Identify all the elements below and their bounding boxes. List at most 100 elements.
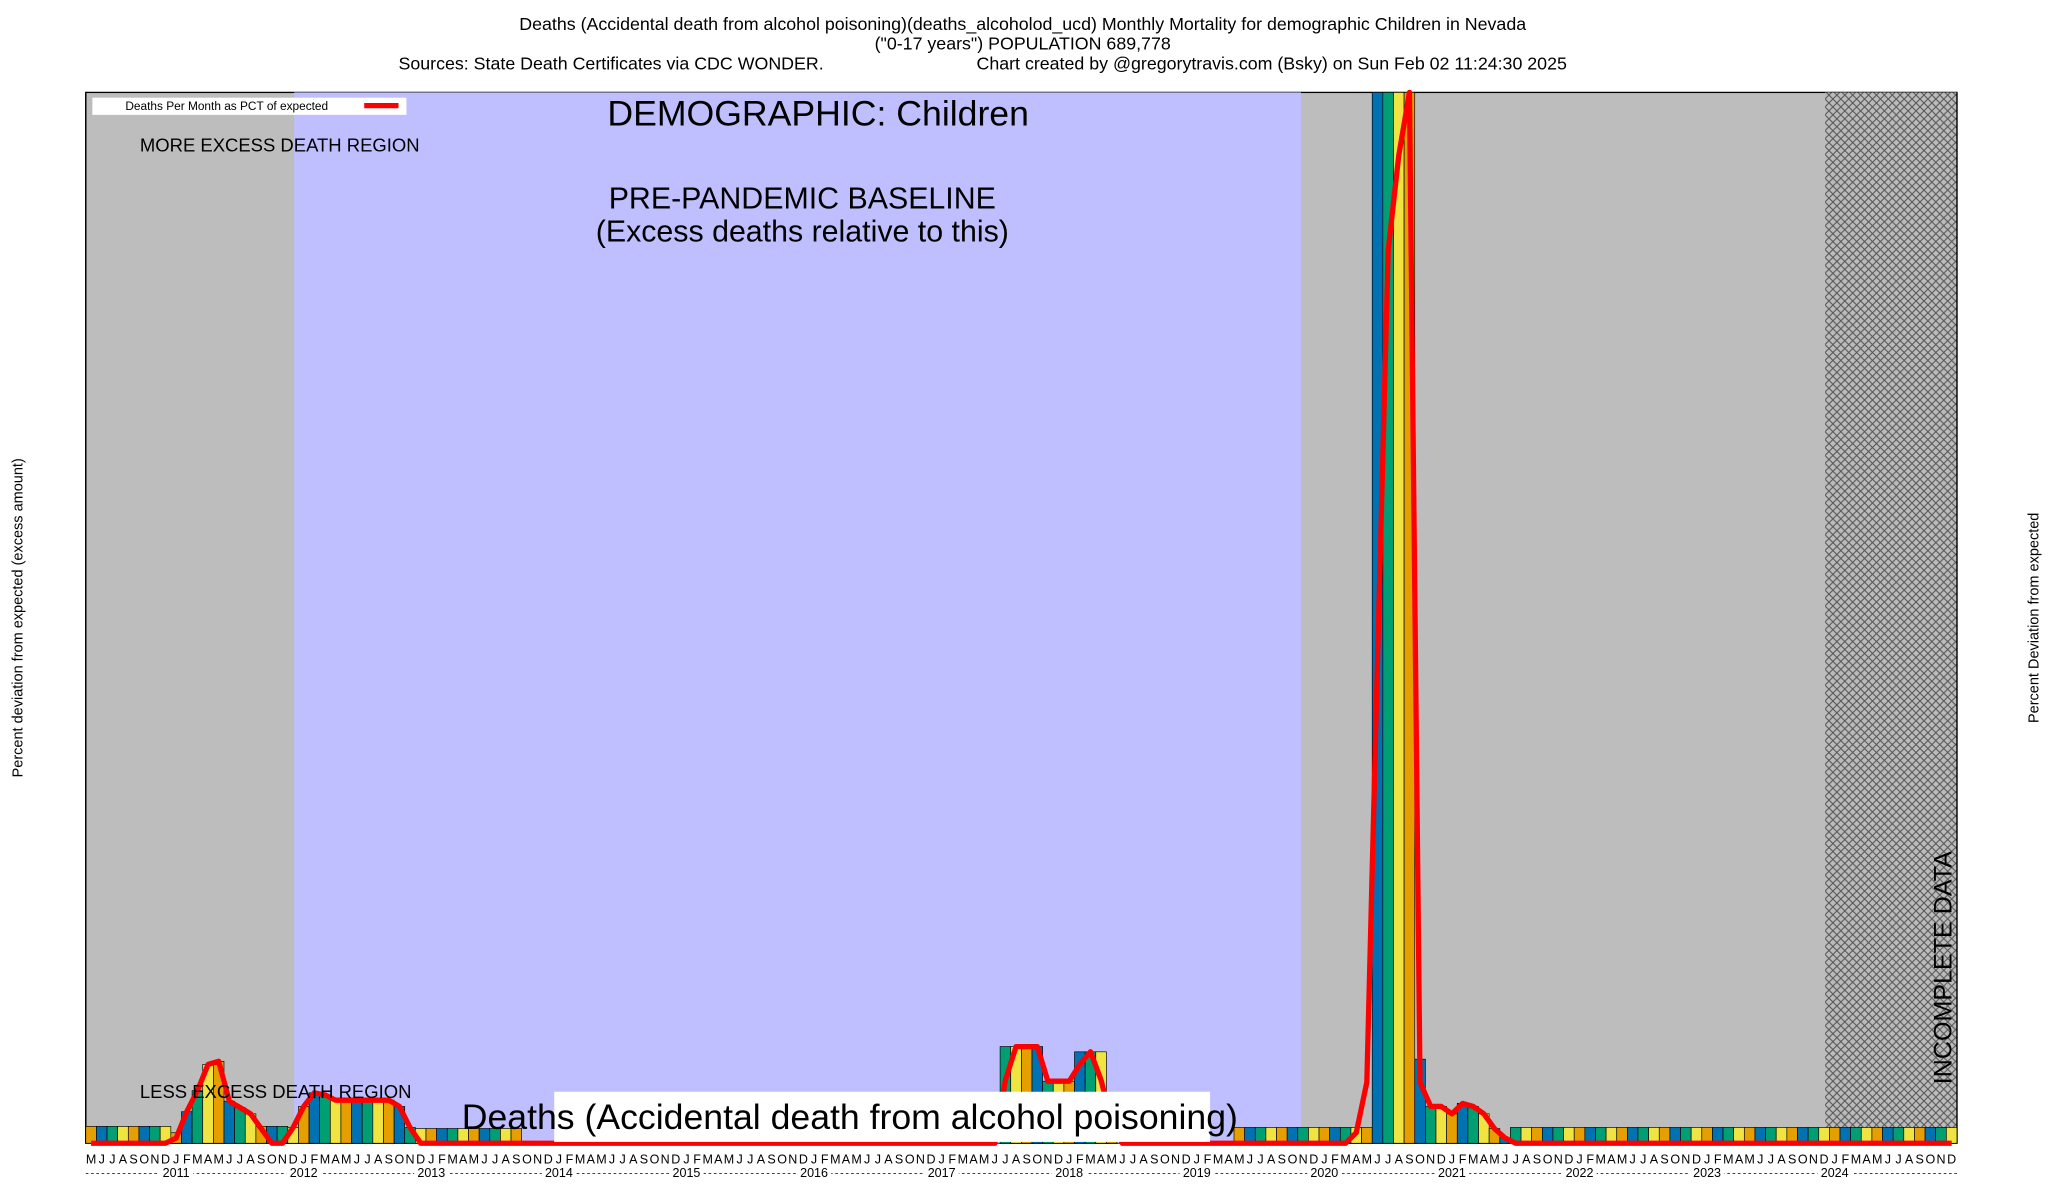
x-tick-label: N bbox=[661, 1153, 670, 1167]
year-label-bg bbox=[1434, 1166, 1470, 1181]
x-tick-label: D bbox=[289, 1153, 298, 1167]
x-tick-label: A bbox=[842, 1153, 851, 1167]
more-region: MORE EXCESS DEATH REGION bbox=[140, 134, 420, 155]
x-tick-label: A bbox=[1650, 1153, 1659, 1167]
x-tick-label: F bbox=[566, 1153, 574, 1167]
x-tick-label: S bbox=[1788, 1153, 1796, 1167]
x-tick-label: J bbox=[428, 1153, 434, 1167]
x-tick-label: M bbox=[1872, 1153, 1882, 1167]
y-axis-label: Percent deviation from expected (excess … bbox=[10, 458, 26, 777]
x-tick-label: M bbox=[1723, 1153, 1733, 1167]
x-tick-label: M bbox=[575, 1153, 585, 1167]
x-tick-label: J bbox=[992, 1153, 998, 1167]
x-tick-label: F bbox=[821, 1153, 829, 1167]
baseline-region bbox=[294, 92, 1301, 1144]
year-label-bg bbox=[1052, 1166, 1087, 1181]
x-tick-label: J bbox=[1194, 1153, 1200, 1167]
bar bbox=[319, 1094, 331, 1144]
x-tick-label: O bbox=[1288, 1153, 1298, 1167]
x-tick-label: S bbox=[1278, 1153, 1286, 1167]
x-tick-label: A bbox=[714, 1153, 723, 1167]
x-tick-label: A bbox=[757, 1153, 766, 1167]
x-tick-label: J bbox=[1768, 1153, 1774, 1167]
x-tick-label: S bbox=[1022, 1153, 1030, 1167]
x-tick-label: J bbox=[1502, 1153, 1508, 1167]
x-tick-label: M bbox=[703, 1153, 713, 1167]
x-tick-label: M bbox=[1362, 1153, 1372, 1167]
x-tick-label: S bbox=[129, 1153, 137, 1167]
year-label-bg bbox=[541, 1166, 577, 1181]
x-tick-label: J bbox=[354, 1153, 360, 1167]
cause-box bbox=[554, 1091, 1211, 1142]
x-tick-label: D bbox=[1692, 1153, 1701, 1167]
year-label-bg bbox=[669, 1166, 704, 1181]
x-tick-label: N bbox=[1681, 1153, 1690, 1167]
year-label: 2021 bbox=[1438, 1166, 1466, 1180]
x-tick-label: S bbox=[385, 1153, 393, 1167]
bar bbox=[234, 1107, 246, 1144]
year-label: 2013 bbox=[417, 1166, 445, 1180]
x-tick-label: M bbox=[596, 1153, 606, 1167]
x-tick-label: J bbox=[1449, 1153, 1455, 1167]
x-tick-label: S bbox=[895, 1153, 903, 1167]
x-tick-label: M bbox=[1489, 1153, 1499, 1167]
x-tick-label: J bbox=[811, 1153, 817, 1167]
x-tick-label: J bbox=[99, 1153, 105, 1167]
x-tick-label: J bbox=[1704, 1153, 1710, 1167]
incomplete-region bbox=[1825, 92, 1957, 1144]
x-tick-label: M bbox=[1085, 1153, 1095, 1167]
x-tick-label: O bbox=[267, 1153, 277, 1167]
bar bbox=[340, 1099, 352, 1144]
y2-axis-label: Percent Deviation from expected bbox=[2027, 513, 2043, 723]
x-tick-label: J bbox=[1066, 1153, 1072, 1167]
baseline-title: PRE-PANDEMIC BASELINE bbox=[609, 183, 996, 216]
less-region: LESS EXCESS DEATH REGION bbox=[140, 1081, 412, 1102]
x-tick-label: M bbox=[1213, 1153, 1223, 1167]
year-label: 2019 bbox=[1183, 1166, 1211, 1180]
x-tick-label: O bbox=[1160, 1153, 1170, 1167]
x-tick-label: M bbox=[469, 1153, 479, 1167]
legend-label: Deaths Per Month as PCT of expected bbox=[125, 99, 328, 113]
x-tick-label: D bbox=[416, 1153, 425, 1167]
x-tick-label: F bbox=[1204, 1153, 1212, 1167]
year-label-bg bbox=[286, 1166, 321, 1181]
x-tick-label: J bbox=[556, 1153, 562, 1167]
x-tick-label: A bbox=[1777, 1153, 1786, 1167]
year-label: 2018 bbox=[1055, 1166, 1083, 1180]
x-tick-label: A bbox=[331, 1153, 340, 1167]
x-tick-label: F bbox=[311, 1153, 319, 1167]
x-tick-label: S bbox=[1405, 1153, 1413, 1167]
x-tick-label: O bbox=[139, 1153, 149, 1167]
year-label-bg bbox=[414, 1166, 449, 1181]
x-tick-label: D bbox=[1054, 1153, 1063, 1167]
x-tick-label: A bbox=[1012, 1153, 1021, 1167]
x-tick-label: F bbox=[1459, 1153, 1467, 1167]
x-tick-label: J bbox=[1247, 1153, 1253, 1167]
x-tick-label: J bbox=[1321, 1153, 1327, 1167]
year-label: 2022 bbox=[1566, 1166, 1594, 1180]
x-tick-label: D bbox=[1947, 1153, 1956, 1167]
x-tick-label: F bbox=[948, 1153, 956, 1167]
x-tick-label: A bbox=[1352, 1153, 1361, 1167]
x-tick-label: N bbox=[1809, 1153, 1818, 1167]
x-tick-label: N bbox=[1299, 1153, 1308, 1167]
x-tick-label: M bbox=[1340, 1153, 1350, 1167]
x-tick-label: F bbox=[1714, 1153, 1722, 1167]
bar bbox=[372, 1099, 384, 1144]
x-tick-label: A bbox=[1267, 1153, 1276, 1167]
x-tick-label: A bbox=[1862, 1153, 1871, 1167]
x-tick-label: J bbox=[226, 1153, 232, 1167]
x-tick-label: M bbox=[1744, 1153, 1754, 1167]
demographic: DEMOGRAPHIC: Children bbox=[607, 94, 1029, 134]
x-tick-label: O bbox=[1543, 1153, 1553, 1167]
x-tick-label: J bbox=[736, 1153, 742, 1167]
x-tick-label: S bbox=[640, 1153, 648, 1167]
x-tick-label: J bbox=[1832, 1153, 1838, 1167]
x-tick-label: D bbox=[671, 1153, 680, 1167]
x-tick-label: S bbox=[767, 1153, 775, 1167]
x-tick-label: N bbox=[406, 1153, 415, 1167]
x-tick-label: F bbox=[1331, 1153, 1339, 1167]
x-tick-label: O bbox=[650, 1153, 660, 1167]
x-tick-label: M bbox=[1234, 1153, 1244, 1167]
